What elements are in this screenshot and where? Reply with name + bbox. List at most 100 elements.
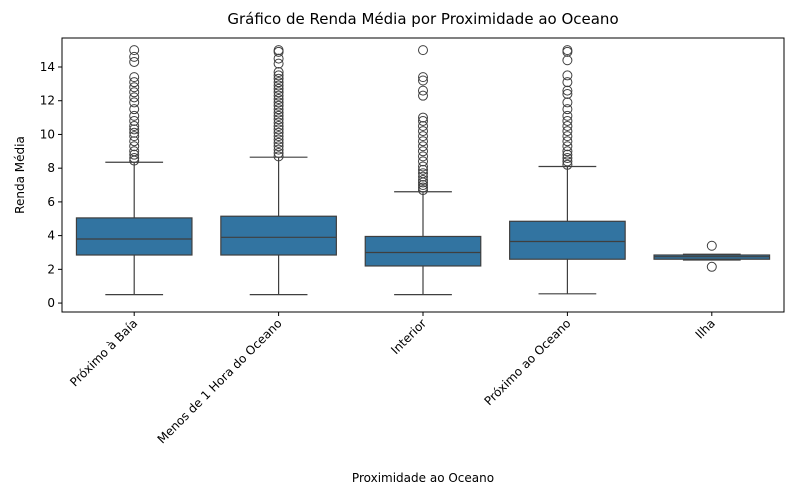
x-tick-label: Ilha <box>693 316 718 341</box>
outlier <box>273 87 284 98</box>
outlier <box>418 151 428 162</box>
outlier <box>273 70 284 81</box>
outlier <box>273 58 284 69</box>
outlier <box>562 146 573 157</box>
outlier <box>129 131 140 142</box>
outlier <box>418 121 428 132</box>
outlier <box>273 117 284 128</box>
outlier <box>273 90 284 101</box>
outlier <box>418 180 428 191</box>
outlier <box>273 114 284 125</box>
outlier <box>562 141 573 152</box>
outlier <box>129 97 140 108</box>
outlier <box>129 141 140 152</box>
outlier <box>562 136 573 147</box>
outlier <box>418 115 428 126</box>
y-tick-label: 12 <box>40 94 55 108</box>
outlier <box>129 121 140 132</box>
x-tick-label: Interior <box>388 316 429 357</box>
outlier <box>273 124 284 135</box>
outlier <box>418 45 428 56</box>
outlier <box>273 141 284 152</box>
outlier <box>562 115 573 126</box>
x-tick-label: Próximo à Baía <box>67 316 140 389</box>
outlier <box>129 104 140 115</box>
outlier <box>562 88 573 99</box>
outlier <box>129 51 140 62</box>
outlier <box>562 153 573 164</box>
outlier <box>273 110 284 121</box>
outlier <box>273 53 284 64</box>
plot-frame <box>61 37 785 313</box>
outlier <box>562 131 573 142</box>
outlier <box>418 141 428 152</box>
outlier <box>418 171 428 182</box>
outlier <box>273 100 284 111</box>
outlier <box>562 45 573 56</box>
outlier <box>129 127 140 138</box>
outlier <box>273 94 284 105</box>
outlier <box>706 261 717 272</box>
chart-title: Gráfico de Renda Média por Proximidade a… <box>227 10 618 28</box>
outlier <box>418 112 428 123</box>
y-tick-label: 6 <box>47 195 55 209</box>
outlier <box>273 121 284 132</box>
outlier <box>418 182 428 193</box>
outlier <box>129 72 140 83</box>
outlier <box>418 72 428 83</box>
outlier <box>273 144 284 155</box>
outlier <box>706 240 717 251</box>
outlier <box>562 110 573 121</box>
outlier <box>562 85 573 96</box>
outlier <box>129 115 140 126</box>
outlier <box>129 110 140 121</box>
outlier <box>562 159 573 170</box>
outlier <box>273 67 284 78</box>
outlier <box>562 149 573 160</box>
outlier <box>129 136 140 147</box>
outlier <box>418 90 428 101</box>
box <box>364 235 482 267</box>
y-tick-label: 0 <box>47 296 55 310</box>
outlier <box>273 137 284 148</box>
outlier <box>129 146 140 157</box>
outlier <box>273 131 284 142</box>
outlier <box>418 161 428 172</box>
outlier <box>418 174 428 185</box>
outlier <box>273 97 284 108</box>
outlier <box>562 70 573 81</box>
outlier <box>562 104 573 115</box>
outlier <box>273 107 284 118</box>
outlier <box>418 75 428 86</box>
box <box>220 215 337 256</box>
y-tick-label: 2 <box>47 262 55 276</box>
outlier <box>129 77 140 88</box>
outlier <box>418 168 428 179</box>
outlier <box>273 104 284 115</box>
y-tick-label: 8 <box>47 161 55 175</box>
x-tick-label: Menos de 1 Hora do Oceano <box>155 316 285 446</box>
outlier <box>418 131 428 142</box>
outlier <box>273 151 284 162</box>
box <box>509 220 626 260</box>
outlier <box>129 56 140 67</box>
outlier <box>273 45 284 56</box>
outlier <box>418 136 428 147</box>
outlier <box>562 97 573 108</box>
outlier <box>418 146 428 157</box>
outlier <box>273 83 284 94</box>
outlier <box>273 80 284 91</box>
outlier <box>129 124 140 135</box>
outlier <box>273 134 284 145</box>
y-axis-label: Renda Média <box>13 136 27 214</box>
outlier <box>129 153 140 164</box>
outlier <box>418 185 428 196</box>
outlier <box>562 121 573 132</box>
outlier <box>562 126 573 137</box>
outlier <box>562 156 573 167</box>
outlier <box>418 164 428 175</box>
outlier <box>273 77 284 88</box>
outlier <box>273 127 284 138</box>
